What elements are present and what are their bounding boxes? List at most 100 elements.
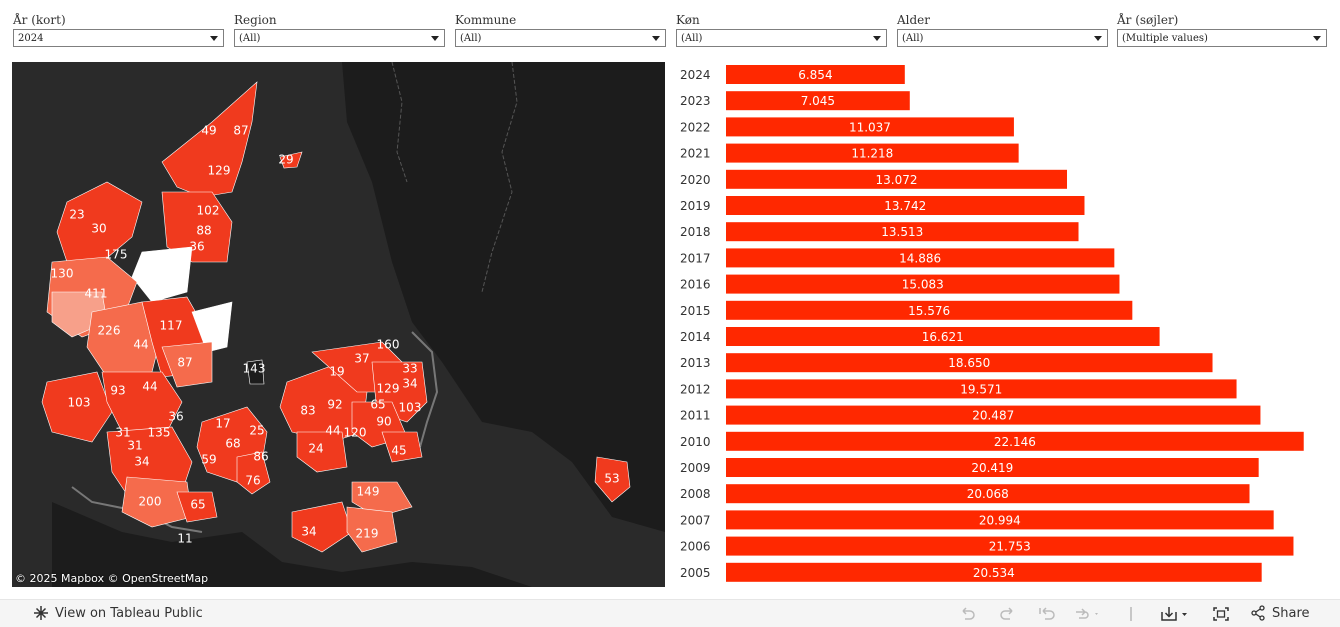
- bar-2006[interactable]: [726, 536, 1294, 556]
- map-value-label: 102: [197, 204, 220, 218]
- bar-value-label: 11.037: [849, 120, 891, 134]
- bar-value-label: 21.753: [989, 540, 1031, 554]
- bar-value-label: 22.146: [994, 435, 1036, 449]
- year-axis-label: 2018: [680, 225, 711, 239]
- bar-2021[interactable]: [726, 143, 1019, 163]
- chevron-down-icon: [431, 36, 439, 41]
- bar-2008[interactable]: [726, 484, 1250, 504]
- year-axis-label: 2017: [680, 251, 711, 265]
- map-value-label: 59: [201, 453, 216, 467]
- alder-dropdown[interactable]: (All): [897, 29, 1108, 47]
- year-axis-label: 2014: [680, 330, 711, 344]
- kommune-dropdown[interactable]: (All): [455, 29, 666, 47]
- bar-2007[interactable]: [726, 510, 1274, 530]
- bar-2018[interactable]: [726, 222, 1079, 242]
- bar-2005[interactable]: [726, 562, 1262, 582]
- bar-chart-canvas: 2024 6.854 2023 7.045 2022 11.037 2021 11.218 20…: [680, 65, 1304, 582]
- map-value-label: 93: [110, 384, 125, 398]
- bar-2023[interactable]: [726, 91, 910, 111]
- map-canvas[interactable]: 49 87 29 129 102 23 30 88 36 175 130 558 411 226 117 44…: [12, 62, 665, 587]
- year-axis-label: 2020: [680, 173, 711, 187]
- share-button[interactable]: Share: [1250, 605, 1310, 621]
- bar-2024[interactable]: [726, 65, 905, 84]
- region-aabenraa: [121, 476, 193, 528]
- region-samso: [246, 359, 265, 385]
- year-axis-label: 2012: [680, 382, 711, 396]
- bar-2020[interactable]: [726, 169, 1068, 189]
- bar-2014[interactable]: [726, 327, 1160, 346]
- bar-value-label: 13.742: [884, 199, 926, 213]
- bar-2010[interactable]: [726, 431, 1304, 451]
- bar-chart: 2024 6.854 2023 7.045 2022 11.037 2021 11.218 20…: [666, 62, 1340, 587]
- refresh-icon[interactable]: [1073, 606, 1101, 622]
- map-value-label: 17: [215, 417, 230, 431]
- year-map-dropdown[interactable]: 2024: [13, 29, 224, 47]
- map-value-label: 37: [354, 352, 369, 366]
- map-value-label: 65: [190, 498, 205, 512]
- revert-icon[interactable]: [1038, 606, 1056, 622]
- year-axis-label: 2022: [680, 120, 711, 134]
- year-axis-label: 2021: [680, 147, 711, 161]
- bar-2012[interactable]: [726, 379, 1237, 399]
- bar-2019[interactable]: [726, 196, 1085, 215]
- map-value-label: 86: [253, 450, 268, 464]
- bar-2017[interactable]: [726, 248, 1115, 268]
- land-sweden: [342, 62, 665, 532]
- border-line: [391, 62, 408, 183]
- map-value-label: 129: [377, 382, 400, 396]
- bar-2016[interactable]: [726, 274, 1120, 294]
- region-himmerland: [161, 191, 233, 263]
- undo-icon[interactable]: [958, 606, 976, 622]
- bar-value-label: 7.045: [801, 94, 835, 108]
- year-axis-label: 2005: [680, 566, 711, 580]
- bar-2013[interactable]: [726, 353, 1213, 373]
- bar-2011[interactable]: [726, 405, 1261, 425]
- bar-value-label: 20.419: [971, 461, 1013, 475]
- year-bars-dropdown[interactable]: (Multiple values): [1117, 29, 1327, 47]
- redo-icon[interactable]: [999, 606, 1017, 622]
- download-icon[interactable]: [1160, 606, 1192, 622]
- bar-value-label: 15.576: [908, 304, 950, 318]
- border-line: [481, 62, 518, 293]
- filter-value: 2024: [18, 33, 44, 44]
- filter-year-map: År (kort) 2024: [13, 12, 224, 47]
- choropleth-map[interactable]: 49 87 29 129 102 23 30 88 36 175 130 558 411 226 117 44…: [12, 62, 665, 587]
- bar-2009[interactable]: [726, 458, 1259, 477]
- map-value-label: 33: [402, 362, 417, 376]
- fullscreen-icon[interactable]: [1212, 606, 1230, 622]
- share-label: Share: [1272, 605, 1310, 621]
- region-falster: [346, 506, 398, 553]
- bar-value-label: 13.513: [881, 225, 923, 239]
- map-value-label: 53: [604, 472, 619, 486]
- map-value-label: 36: [168, 410, 183, 424]
- filter-label: Køn: [676, 13, 700, 27]
- region-svendborg: [236, 451, 271, 495]
- filter-label: År (kort): [13, 13, 66, 27]
- bar-value-label: 18.650: [948, 356, 990, 370]
- region-thy: [56, 181, 143, 263]
- map-value-label: 219: [356, 527, 379, 541]
- region-dropdown[interactable]: (All): [234, 29, 445, 47]
- map-value-label: 558: [142, 279, 165, 293]
- map-value-label: 34: [402, 377, 417, 391]
- view-on-tableau-button[interactable]: View on Tableau Public: [33, 605, 203, 621]
- filter-region: Region (All): [234, 12, 445, 47]
- bar-value-label: 19.571: [960, 382, 1002, 396]
- year-axis-label: 2010: [680, 435, 711, 449]
- bar-2015[interactable]: [726, 300, 1133, 320]
- map-value-label: 19: [329, 365, 344, 379]
- share-icon: [1251, 605, 1265, 621]
- map-value-label: 135: [148, 426, 171, 440]
- map-value-label: 23: [69, 208, 84, 222]
- map-value-label: 143: [243, 362, 266, 376]
- map-value-label: 117: [160, 319, 183, 333]
- year-axis-label: 2013: [680, 356, 711, 370]
- map-value-label: 45: [391, 444, 406, 458]
- map-value-label: 149: [357, 485, 380, 499]
- bar-2022[interactable]: [726, 117, 1014, 137]
- koen-dropdown[interactable]: (All): [676, 29, 887, 47]
- filter-year-bars: År (søjler) (Multiple values): [1117, 12, 1327, 47]
- map-value-label: 87: [177, 356, 192, 370]
- region-djursland: [191, 301, 233, 353]
- map-value-label: 29: [278, 153, 293, 167]
